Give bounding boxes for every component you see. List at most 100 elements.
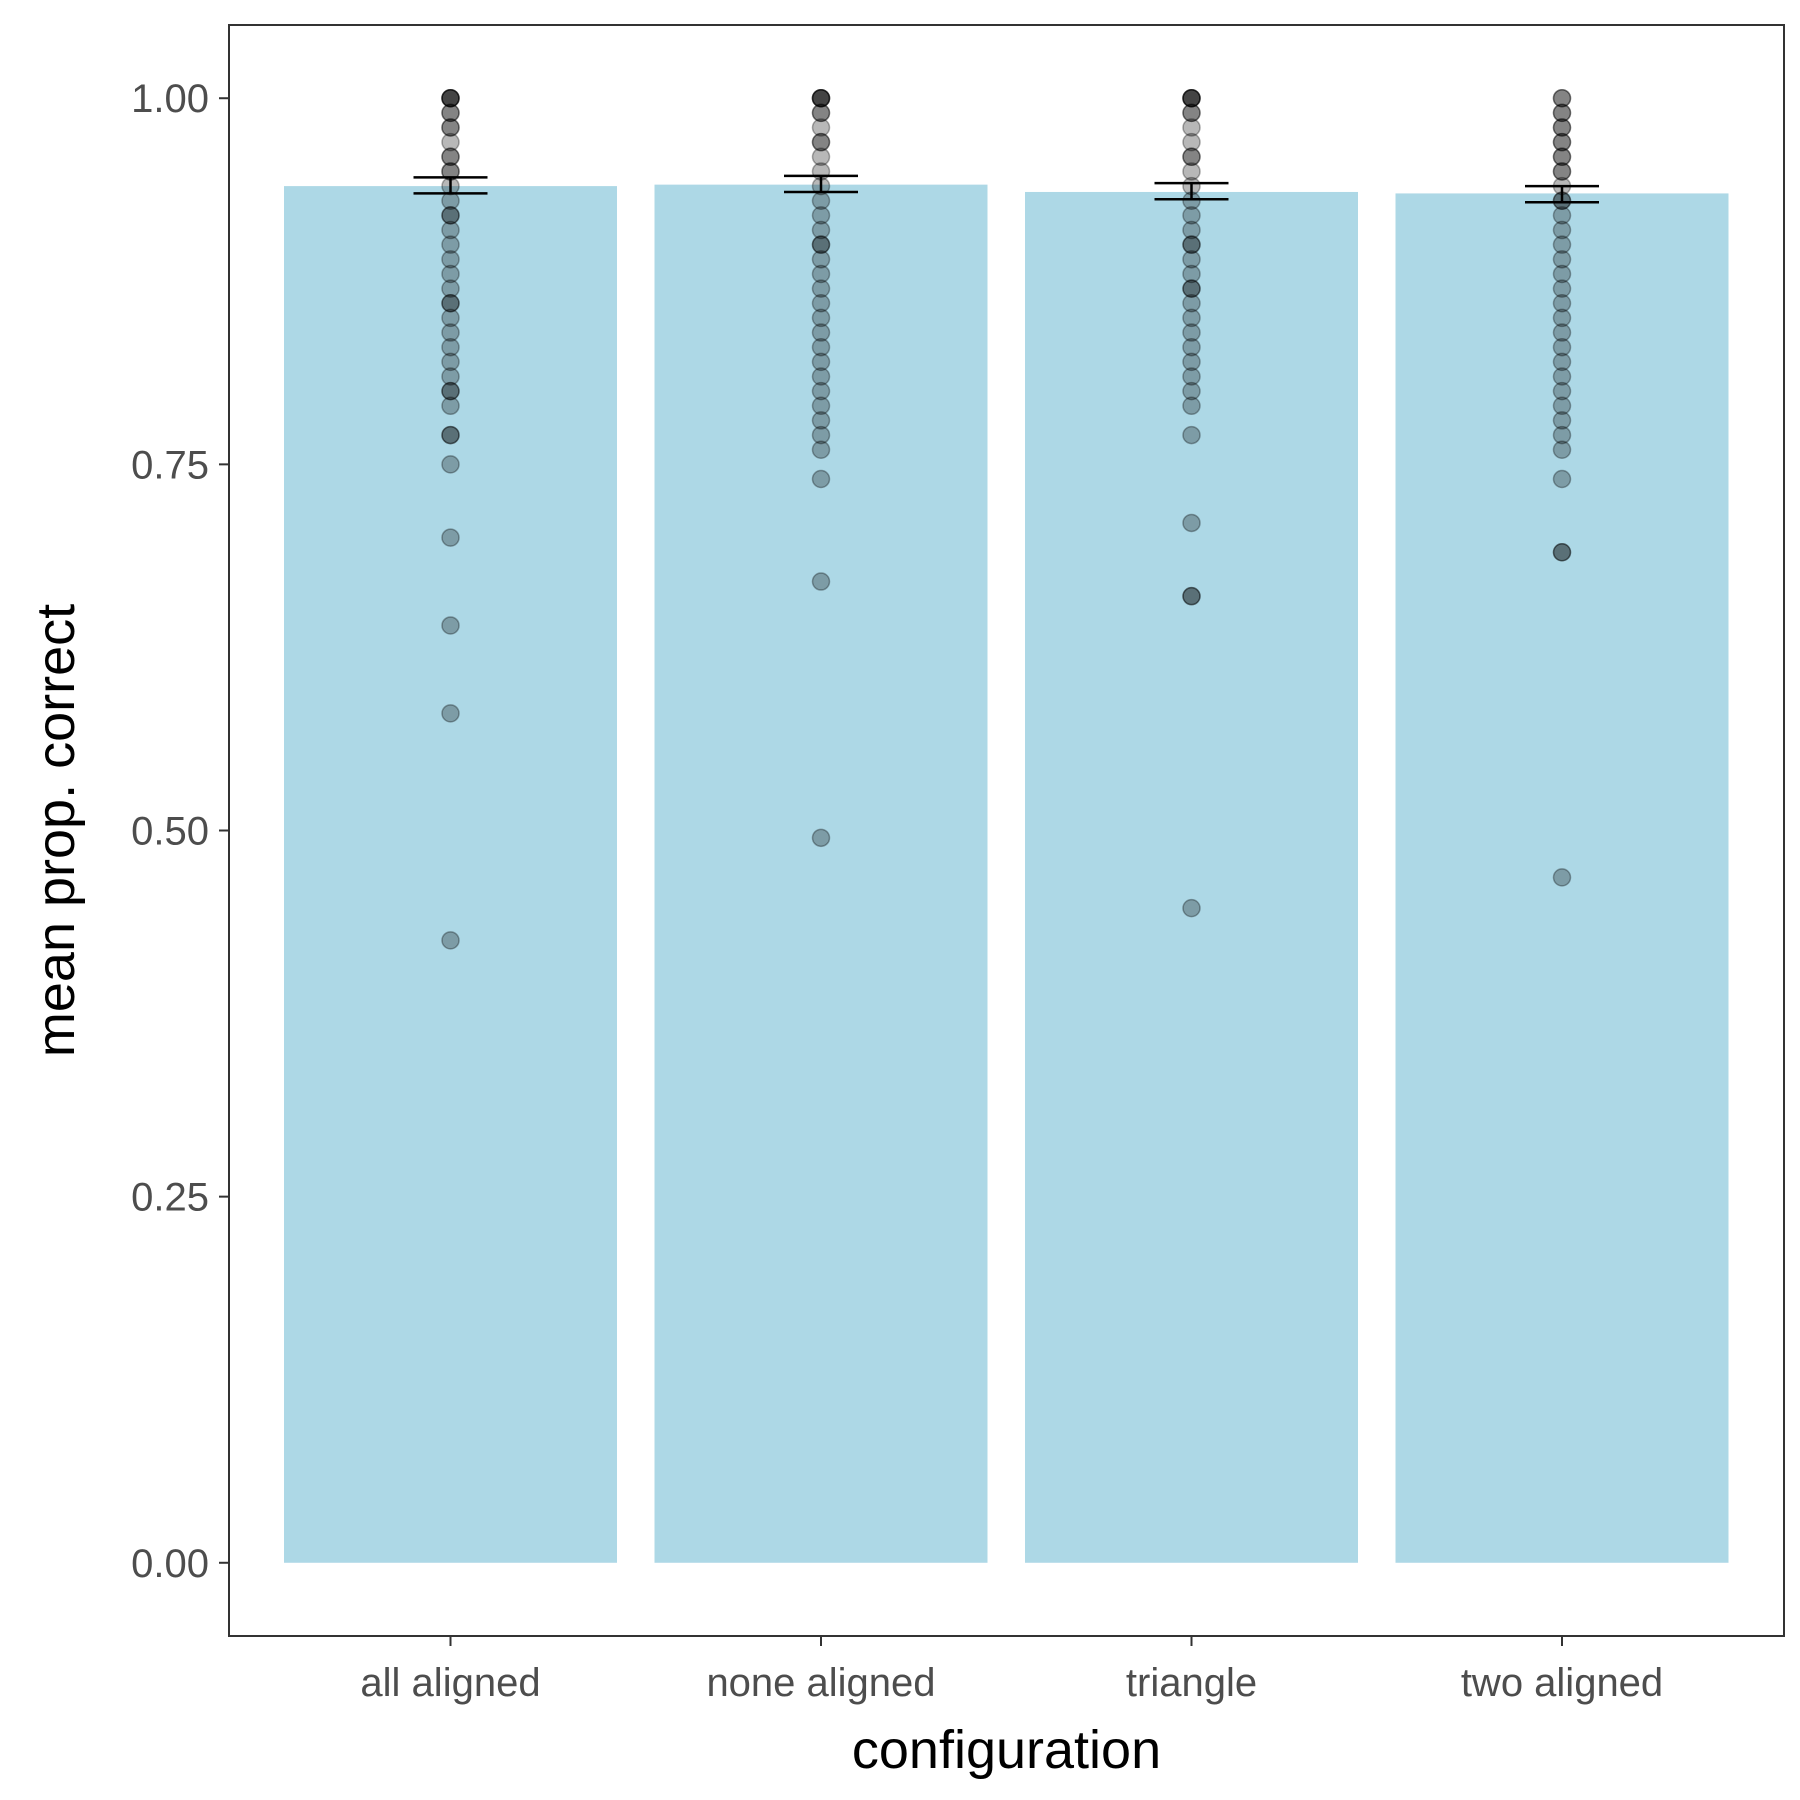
data-point	[1552, 367, 1572, 386]
data-point	[1552, 147, 1572, 167]
data-point	[1552, 264, 1572, 284]
data-point	[811, 381, 831, 401]
data-point	[1182, 147, 1201, 167]
y-tick-label: 0.75	[131, 443, 209, 487]
data-point	[441, 118, 460, 137]
data-point	[1182, 103, 1201, 123]
data-point	[441, 616, 460, 635]
data-point	[811, 132, 831, 152]
data-point	[1182, 220, 1201, 240]
data-point	[441, 206, 460, 225]
data-point	[811, 88, 831, 108]
data-point	[1182, 88, 1201, 108]
data-point	[441, 704, 460, 723]
data-point	[1552, 103, 1572, 123]
bar-2	[1025, 191, 1358, 1563]
data-point	[441, 381, 460, 401]
data-point	[1182, 381, 1201, 401]
data-point	[1182, 162, 1201, 181]
data-point	[811, 147, 831, 167]
bar-1	[654, 184, 988, 1563]
data-point	[811, 352, 831, 372]
data-point	[1182, 396, 1201, 416]
data-point	[1182, 352, 1201, 372]
data-point	[811, 294, 831, 313]
data-point	[811, 118, 831, 137]
data-point	[811, 235, 831, 254]
data-point	[1552, 396, 1572, 416]
data-point	[1552, 381, 1572, 401]
data-point	[441, 88, 460, 108]
data-point	[441, 206, 460, 225]
data-point	[441, 132, 460, 152]
data-point	[1552, 88, 1572, 108]
error-bar-2	[1154, 181, 1229, 201]
data-point	[1182, 103, 1201, 123]
data-point	[1182, 235, 1201, 254]
data-point	[1182, 147, 1201, 167]
data-point	[441, 235, 460, 254]
data-point	[1552, 352, 1572, 372]
data-point	[1182, 279, 1201, 298]
data-point	[1552, 279, 1572, 298]
data-point	[1552, 542, 1572, 562]
data-point	[1552, 118, 1572, 137]
data-point	[1182, 323, 1201, 342]
data-point	[441, 528, 460, 547]
data-point	[1182, 308, 1201, 328]
y-axis-title: mean prop. correct	[26, 604, 86, 1057]
y-tick-label: 0.00	[131, 1542, 209, 1586]
data-point	[811, 206, 831, 225]
data-point	[811, 250, 831, 269]
data-point	[811, 88, 831, 108]
data-point	[1552, 132, 1572, 152]
data-point	[1182, 513, 1201, 533]
data-point	[811, 572, 831, 591]
data-point	[1182, 425, 1201, 445]
data-point	[441, 264, 460, 284]
error-bar-0	[413, 176, 488, 195]
data-points	[441, 88, 1572, 950]
y-tick-label: 1.00	[131, 77, 209, 121]
data-point	[1182, 367, 1201, 386]
data-point	[811, 425, 831, 445]
data-point	[1182, 337, 1201, 357]
data-point	[1552, 250, 1572, 269]
data-point	[441, 88, 460, 108]
data-point	[1182, 235, 1201, 254]
data-point	[811, 264, 831, 284]
data-point	[811, 411, 831, 430]
data-point	[441, 294, 460, 313]
data-point	[441, 931, 460, 950]
y-tick-label: 0.25	[131, 1176, 209, 1220]
data-point	[441, 147, 460, 167]
data-point	[1552, 308, 1572, 328]
data-point	[1552, 206, 1572, 225]
data-point	[441, 294, 460, 313]
data-point	[811, 396, 831, 416]
data-point	[441, 103, 460, 123]
data-point	[811, 323, 831, 342]
data-point	[1552, 162, 1572, 181]
data-point	[811, 103, 831, 123]
data-point	[1182, 88, 1201, 108]
data-point	[811, 88, 831, 108]
data-point	[1182, 586, 1201, 606]
data-point	[1182, 250, 1201, 269]
data-point	[441, 367, 460, 386]
data-point	[441, 396, 460, 416]
data-point	[1182, 264, 1201, 284]
data-point	[811, 235, 831, 254]
x-axis: all aligned none aligned triangle two align…	[360, 1636, 1663, 1705]
data-point	[1182, 206, 1201, 225]
data-point	[441, 88, 460, 108]
data-point	[1552, 220, 1572, 240]
data-point	[441, 425, 460, 445]
data-point	[441, 118, 460, 137]
data-point	[441, 308, 460, 328]
data-point	[1552, 323, 1572, 342]
data-point	[1182, 132, 1201, 152]
bar-3	[1395, 193, 1729, 1563]
bars	[284, 184, 1729, 1563]
